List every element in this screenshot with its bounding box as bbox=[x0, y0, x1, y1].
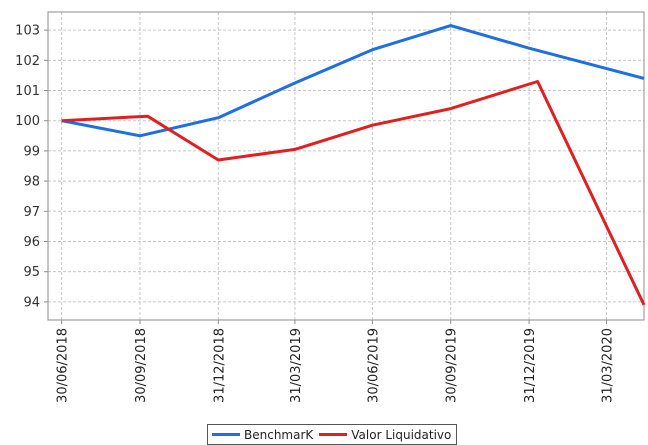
legend-label-valor-liquidativo: Valor Liquidativo bbox=[351, 427, 452, 442]
legend-label-benchmark: BenchmarK bbox=[244, 427, 314, 442]
y-axis-ticks: 94 95 96 97 98 99 100 101 102 103 bbox=[15, 24, 48, 310]
legend-swatch-benchmark bbox=[212, 433, 240, 436]
y-tick-label: 96 bbox=[23, 235, 40, 250]
series-lines bbox=[61, 24, 646, 306]
legend-item-benchmark: BenchmarK bbox=[212, 428, 313, 442]
x-tick-label: 30/09/2019 bbox=[445, 328, 460, 403]
y-tick-label: 103 bbox=[15, 24, 40, 39]
x-tick-label: 30/06/2019 bbox=[366, 328, 381, 403]
x-axis-ticks: 30/06/2018 30/09/2018 31/12/2018 31/03/2019… bbox=[56, 320, 616, 403]
y-tick-label: 94 bbox=[23, 295, 40, 310]
x-tick-label: 31/12/2019 bbox=[523, 328, 538, 403]
legend-item-valor-liquidativo: Valor Liquidativo bbox=[319, 428, 451, 442]
y-tick-label: 100 bbox=[15, 114, 40, 129]
y-tick-label: 98 bbox=[23, 175, 40, 190]
x-tick-label: 30/06/2018 bbox=[56, 328, 71, 403]
y-tick-label: 101 bbox=[15, 84, 40, 99]
x-tick-label: 31/12/2018 bbox=[212, 328, 227, 403]
y-tick-label: 95 bbox=[23, 265, 40, 280]
legend: BenchmarK Valor Liquidativo bbox=[207, 424, 458, 445]
x-tick-label: 31/03/2020 bbox=[601, 328, 616, 403]
x-tick-label: 30/09/2018 bbox=[134, 328, 149, 403]
legend-swatch-valor-liquidativo bbox=[319, 433, 348, 436]
series-line-0 bbox=[61, 24, 645, 138]
y-tick-label: 102 bbox=[15, 54, 40, 69]
y-tick-label: 99 bbox=[23, 144, 40, 159]
plot-area bbox=[47, 11, 645, 321]
gridlines bbox=[48, 12, 644, 320]
y-tick-label: 97 bbox=[23, 205, 40, 220]
series-line-1 bbox=[61, 80, 646, 306]
x-tick-label: 31/03/2019 bbox=[289, 328, 304, 403]
